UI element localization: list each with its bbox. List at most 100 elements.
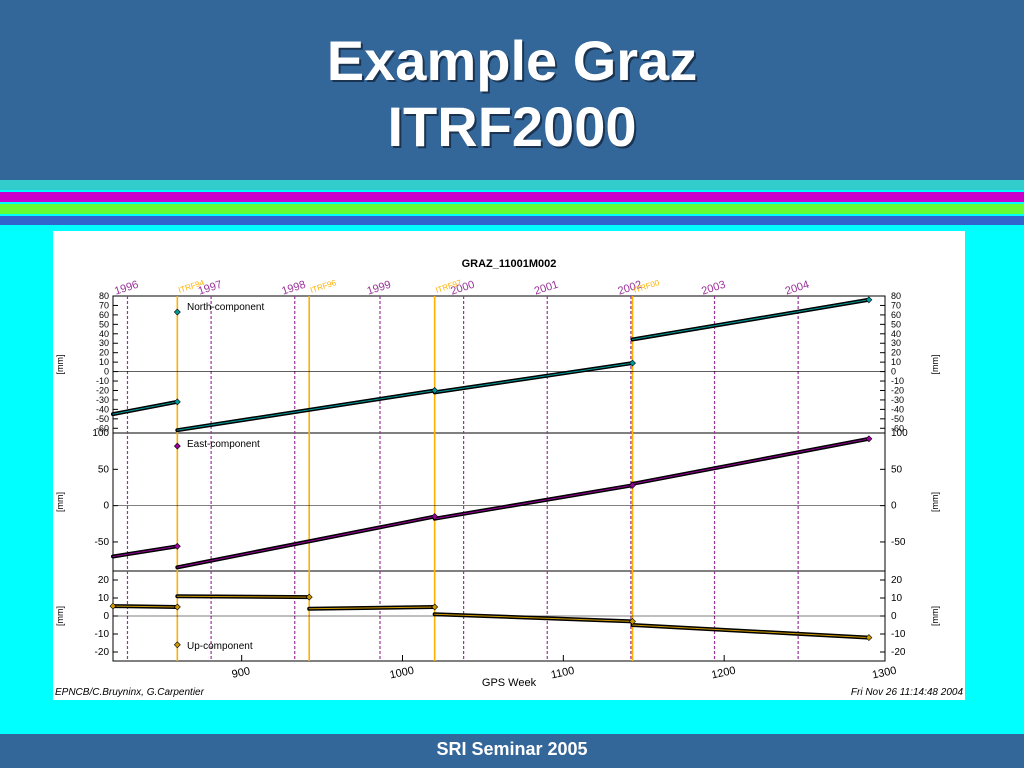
y-axis-label-right: [mm] (930, 606, 940, 626)
year-label: 2003 (700, 279, 727, 298)
y-tick-label-right: 70 (891, 300, 901, 310)
x-tick-label: 1100 (550, 665, 576, 682)
data-marker (629, 359, 636, 367)
y-tick-label-right: -20 (891, 385, 904, 395)
y-tick-label-left: -40 (96, 404, 109, 414)
series-segment-highlight (308, 606, 436, 610)
y-tick-label-right: 10 (891, 357, 901, 367)
data-marker (865, 296, 873, 304)
y-tick-label-left: 50 (98, 464, 110, 475)
year-label: 2004 (784, 279, 811, 298)
y-tick-label-left: 50 (99, 319, 109, 329)
y-tick-label-left: 0 (104, 367, 109, 377)
series-segment-highlight (631, 438, 870, 485)
y-tick-label-right: 0 (891, 501, 897, 512)
series-segment-highlight (434, 484, 633, 520)
data-marker (305, 593, 313, 601)
series-segment-highlight (631, 299, 870, 340)
data-marker (431, 387, 439, 394)
data-marker (173, 603, 181, 611)
chart-layer: 1996 1997 1998 1999 2000 2001 2002 2003 2004ITRF… (55, 278, 940, 682)
data-marker (173, 308, 181, 316)
y-tick-label-right: -20 (891, 647, 906, 658)
series-segment-highlight (176, 389, 436, 431)
data-marker (173, 398, 181, 406)
y-tick-label-right: -50 (891, 537, 906, 548)
stripe-cyan (0, 180, 1024, 190)
component-label: East-component (187, 439, 260, 450)
stripe-green (0, 204, 1024, 214)
y-tick-label-right: 50 (891, 464, 903, 475)
slide-header (0, 0, 1024, 180)
y-axis-label-right: [mm] (930, 355, 940, 375)
y-tick-label-left: 100 (92, 428, 109, 439)
chart-title: GRAZ_11001M002 (462, 258, 557, 270)
data-marker (173, 442, 181, 450)
y-tick-label-left: -20 (95, 647, 110, 658)
y-axis-label-left: [mm] (55, 606, 65, 626)
y-tick-label-left: 0 (103, 501, 109, 512)
series-segment-highlight (176, 595, 310, 598)
y-tick-label-right: -50 (891, 414, 904, 424)
frame-label: ITRF96 (309, 278, 338, 295)
y-tick-label-right: -10 (891, 629, 906, 640)
y-tick-label-left: 70 (99, 300, 109, 310)
data-marker (865, 634, 873, 642)
y-tick-label-left: -20 (96, 385, 109, 395)
y-tick-label-right: 30 (891, 338, 901, 348)
time-series-chart: GRAZ_11001M002 GPS Week EPNCB/C.Bruyninx… (55, 258, 964, 698)
y-axis-label-right: [mm] (930, 492, 940, 512)
y-tick-label-right: 0 (891, 611, 897, 622)
series-segment-highlight (434, 613, 633, 622)
series-segment-highlight (434, 362, 633, 393)
footer-text: SRI Seminar 2005 (436, 739, 588, 759)
x-tick-label: 900 (231, 665, 251, 681)
series-segment-highlight (176, 516, 436, 568)
component-label: North-component (187, 302, 264, 313)
y-tick-label-right: -60 (891, 423, 904, 433)
data-marker (173, 542, 181, 550)
series-segment-highlight (112, 545, 178, 557)
y-tick-label-right: 60 (891, 310, 901, 320)
date-text: Fri Nov 26 11:14:48 2004 (851, 687, 964, 698)
y-tick-label-left: 10 (98, 593, 110, 604)
y-tick-label-left: -30 (96, 395, 109, 405)
x-tick-label: 1200 (710, 665, 736, 682)
y-tick-label-left: 20 (99, 348, 109, 358)
x-axis-label: GPS Week (482, 677, 537, 689)
data-marker (865, 435, 873, 443)
data-marker (629, 481, 636, 489)
y-tick-label-left: -10 (96, 376, 109, 386)
y-tick-label-left: -60 (96, 423, 109, 433)
data-marker (431, 603, 439, 611)
data-marker (173, 641, 181, 649)
y-tick-label-right: 100 (891, 428, 908, 439)
x-tick-label: 1000 (389, 665, 415, 682)
y-tick-label-left: 40 (99, 329, 109, 339)
y-tick-label-left: 10 (99, 357, 109, 367)
y-tick-label-left: 80 (99, 291, 109, 301)
component-label: Up-component (187, 641, 253, 652)
series-segment-highlight (112, 401, 178, 415)
year-label: 2001 (533, 279, 560, 298)
y-tick-label-left: 60 (99, 310, 109, 320)
stripe-blue (0, 216, 1024, 225)
y-tick-label-right: 50 (891, 319, 901, 329)
y-tick-label-right: -40 (891, 404, 904, 414)
y-tick-label-right: 80 (891, 291, 901, 301)
y-tick-label-right: 0 (891, 367, 896, 377)
y-tick-label-right: 10 (891, 593, 903, 604)
year-label: 1998 (280, 279, 307, 298)
y-tick-label-left: 20 (98, 575, 110, 586)
series-segment-highlight (631, 624, 870, 639)
stripe-magenta (0, 192, 1024, 202)
y-tick-label-left: -10 (95, 629, 110, 640)
y-tick-label-right: -30 (891, 395, 904, 405)
credit-text: EPNCB/C.Bruyninx, G.Carpentier (55, 687, 205, 698)
slide-title-line1: Example Graz (326, 29, 698, 92)
y-tick-label-right: 20 (891, 348, 901, 358)
y-axis-label-left: [mm] (55, 492, 65, 512)
slide-title: Example Graz ITRF2000 (0, 28, 1024, 160)
chart-figure: GRAZ_11001M002 GPS Week EPNCB/C.Bruyninx… (53, 231, 965, 700)
year-label: 1996 (113, 279, 140, 298)
